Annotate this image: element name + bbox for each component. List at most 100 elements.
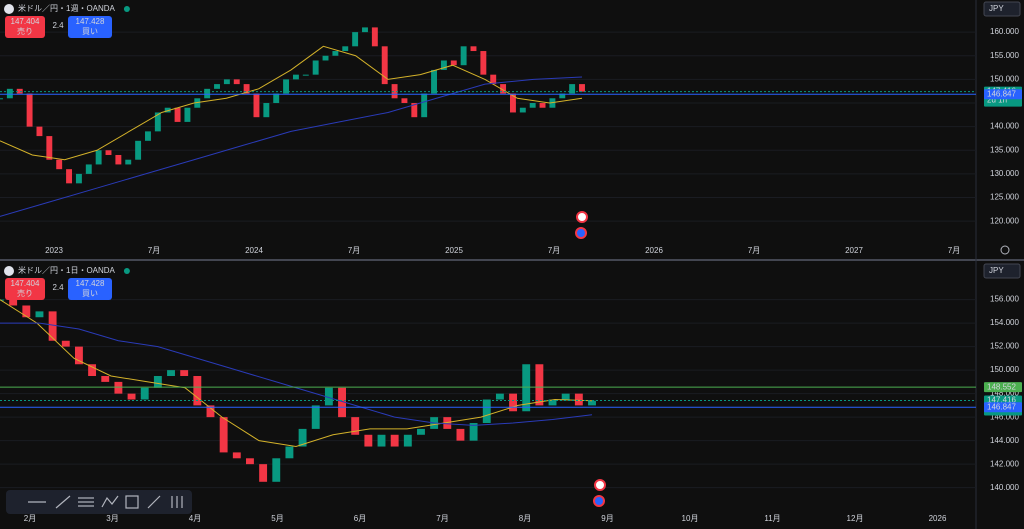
x-tick-label: 7月 [548,246,560,255]
candle [246,458,254,465]
y-tick-label: 142.000 [990,459,1019,468]
candle [569,84,576,94]
candle [0,299,4,301]
currency: JPY [989,4,1004,13]
moving-average [0,76,583,217]
candle [362,27,368,33]
moving-average [0,322,593,426]
candle [105,150,112,155]
candle [579,84,585,92]
candle [223,79,230,85]
price-tag-label: 147.416 [987,396,1016,405]
candle [519,107,526,113]
candle [431,69,437,94]
candle [125,159,132,165]
candle [480,51,487,75]
chart-title: 米ドル／円・1週・OANDA [18,3,116,13]
buy-price: 147.428 [76,17,105,26]
currency-selector[interactable] [983,1,1021,17]
candle [253,93,260,118]
x-tick-label: 7月 [748,246,760,255]
candle [74,346,83,365]
y-tick-label: 125.000 [990,193,1019,202]
y-tick-label: 150.000 [990,74,1019,83]
x-tick-label: 7月 [148,246,160,255]
candle [154,112,161,132]
sell-label: 売り [17,26,33,36]
price-tag-countdown: 2d 1h [987,96,1007,105]
candle [0,98,3,100]
candle [311,405,320,429]
candle [6,88,13,99]
candle [324,387,333,406]
x-tick-label: 7月 [348,246,360,255]
symbol-logo [4,266,14,276]
candle [232,452,241,459]
drawing-toolbar[interactable] [6,490,192,514]
candle [371,27,378,47]
candle [411,103,418,118]
y-tick-label: 152.000 [990,342,1019,351]
candle [377,434,386,447]
x-tick-label: 9月 [601,514,613,523]
x-tick-label: 2026 [645,246,663,255]
x-tick-label: 2026 [929,514,947,523]
candle [36,126,43,137]
candle [204,88,211,99]
candle [535,364,544,406]
candle [351,417,360,435]
candle [440,60,447,70]
candle [561,393,570,400]
x-tick-label: 4月 [189,514,201,523]
candle [167,370,175,377]
candle [509,393,518,412]
candle [381,46,388,85]
candle [342,46,349,52]
candle [206,405,215,418]
candle [127,393,136,400]
candle [322,55,329,61]
candle [61,340,70,347]
x-tick-label: 12月 [847,514,864,523]
event-icon [576,211,588,223]
y-tick-label: 120.000 [990,216,1019,225]
candle [56,159,63,170]
candle [95,150,102,165]
candle [283,79,290,94]
buy-button[interactable] [68,278,112,300]
price-tag [984,382,1022,393]
candle [312,60,319,75]
candle [338,387,346,418]
y-tick-label: 160.000 [990,27,1019,36]
candle [470,46,477,52]
buy-button[interactable] [68,16,112,38]
candle [529,103,536,108]
candle [490,74,497,85]
event-icon [594,479,606,491]
candle [180,370,189,377]
candle [101,376,110,382]
settings-icon[interactable] [1000,245,1010,255]
currency-selector[interactable] [983,263,1021,279]
candle [285,446,294,459]
currency: JPY [989,266,1004,275]
candle [22,305,31,318]
event-icon [575,227,587,239]
sell-button[interactable] [5,16,45,38]
candle [16,88,23,94]
candle [482,399,491,424]
price-tag [984,402,1022,413]
sell-button[interactable] [5,278,45,300]
candle [263,103,270,118]
candle [352,32,359,47]
candle [35,311,44,318]
candle [456,428,465,441]
y-tick-label: 154.000 [990,318,1019,327]
candle [469,423,478,441]
candle [140,387,149,400]
moving-average [0,299,593,448]
candle [26,93,33,127]
candle [539,103,546,108]
price-tag-label: 146.847 [987,89,1016,98]
